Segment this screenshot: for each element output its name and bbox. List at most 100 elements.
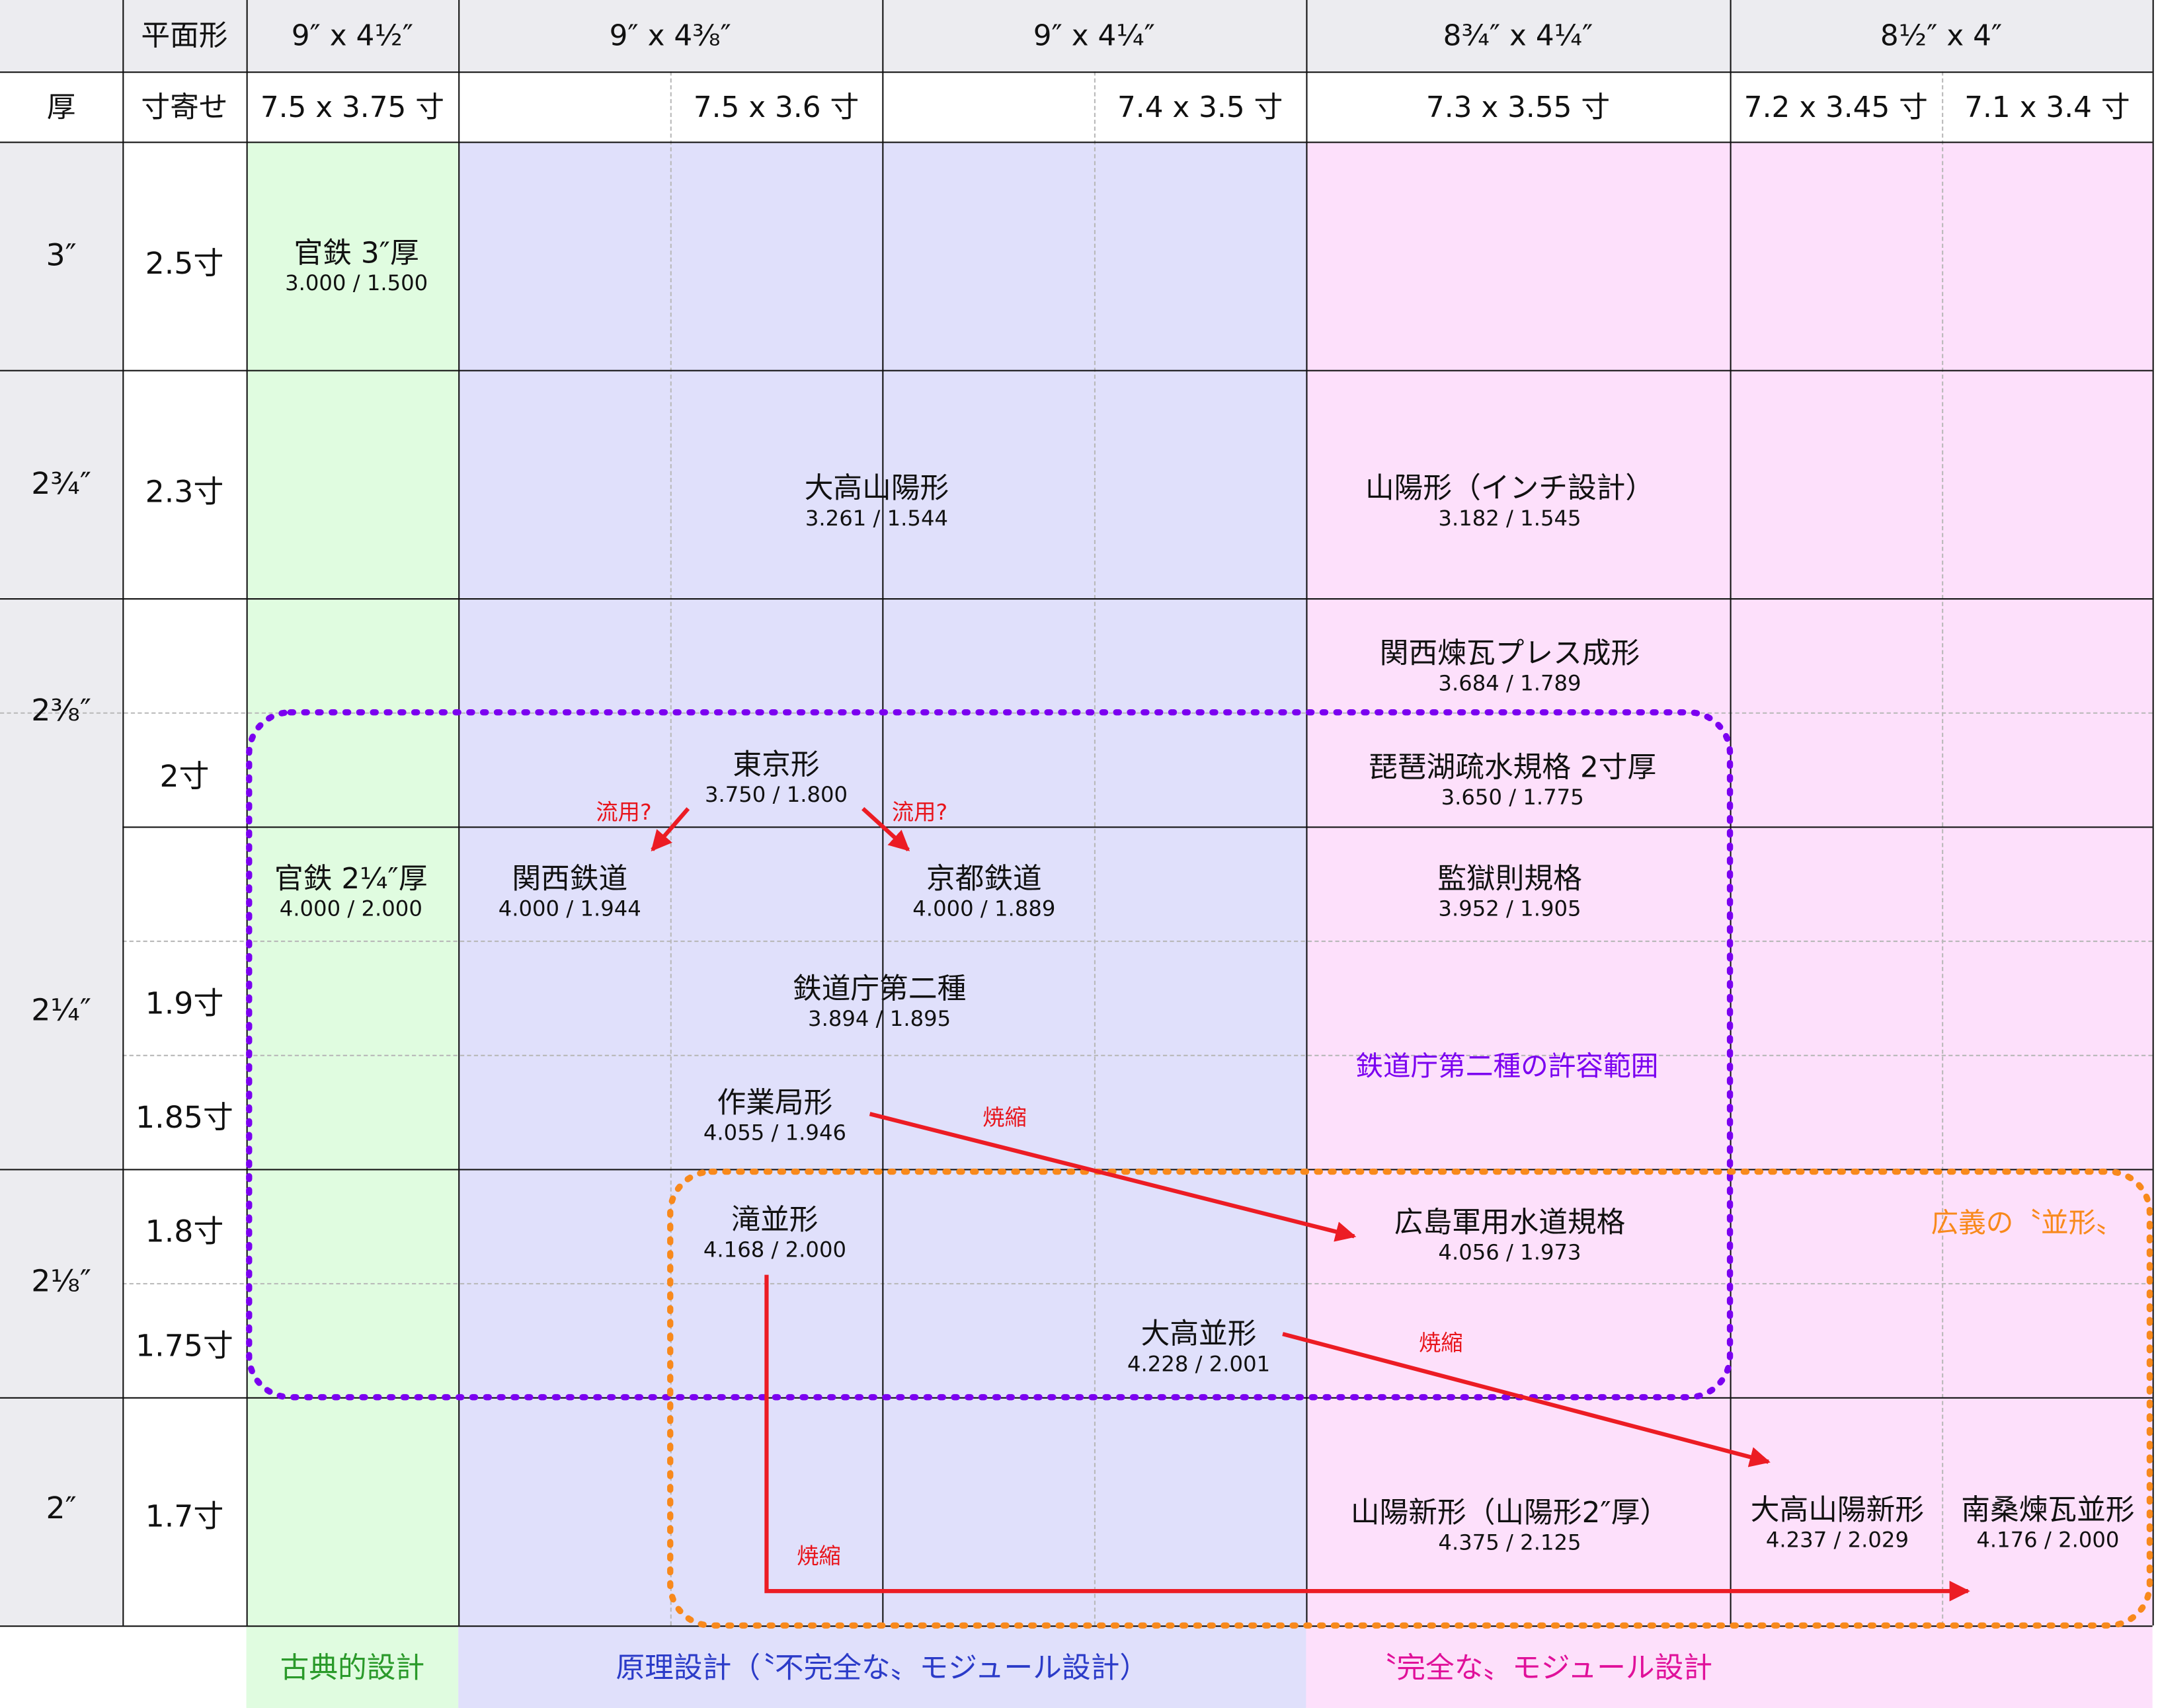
row-inch-label: 3″ (46, 239, 77, 274)
row-sun-label: 1.9寸 (145, 987, 224, 1022)
brick-entry: 滝並形 4.168 / 2.000 (703, 1203, 846, 1264)
brick-values: 4.056 / 1.973 (1438, 1240, 1581, 1266)
brick-values: 4.228 / 2.001 (1127, 1352, 1271, 1377)
brick-values: 3.684 / 1.789 (1438, 671, 1581, 696)
brick-name: 官鉄 2¼″厚 (274, 862, 428, 896)
brick-values: 4.375 / 2.125 (1438, 1530, 1581, 1556)
sun-size-header: 7.3 x 3.55 寸 (1425, 91, 1611, 124)
tetsudocho-range-box (246, 709, 1734, 1401)
sun-header: 寸寄せ (141, 91, 228, 124)
dashed-divider (122, 1283, 2153, 1285)
brick-name: 広島軍用水道規格 (1394, 1206, 1626, 1239)
plan-size-header: 8¾″ x 4¼″ (1443, 19, 1593, 53)
footer-complete-design: 〝完全な〟モジュール設計 (1367, 1651, 1713, 1685)
header-row-plan-bg (0, 0, 2153, 72)
arrow-tokyo-to-kyoto (861, 807, 910, 852)
arrow-taki-to-nanso (764, 1274, 1970, 1602)
brick-entry: 関西鉄道 4.000 / 1.944 (499, 862, 641, 923)
plan-size-header: 8½″ x 4″ (1880, 19, 2003, 53)
brick-values: 4.055 / 1.946 (703, 1120, 847, 1146)
sun-size-header: 7.2 x 3.45 寸 (1743, 91, 1928, 124)
row-sun-label: 2.3寸 (145, 475, 224, 510)
brick-entry: 京都鉄道 4.000 / 1.889 (912, 862, 1055, 923)
grid-line (0, 369, 2153, 371)
brick-entry: 山陽新形（山陽形2″厚） 4.375 / 2.125 (1351, 1496, 1669, 1557)
row-sun-label: 1.8寸 (145, 1216, 224, 1251)
brick-name: 作業局形 (717, 1086, 833, 1120)
row-inch-label: 2″ (46, 1492, 77, 1527)
row-sun-label: 1.75寸 (136, 1329, 233, 1364)
sun-size-header: 7.4 x 3.5 寸 (1117, 91, 1283, 124)
dashed-divider (1094, 71, 1096, 1626)
brick-entry: 作業局形 4.055 / 1.946 (703, 1087, 846, 1147)
classic-band (246, 143, 459, 1708)
grid-line (0, 71, 2153, 73)
brick-values: 3.182 / 1.545 (1438, 506, 1581, 531)
row-inch-label: 2⅛″ (31, 1265, 91, 1300)
dashed-divider (122, 941, 2153, 943)
brick-entry: 鉄道庁第二種 3.894 / 1.895 (793, 972, 966, 1033)
brick-name: 東京形 (733, 748, 820, 781)
grid-line (122, 826, 2153, 828)
brick-name: 山陽形（インチ設計） (1365, 471, 1655, 505)
plan-size-header: 9″ x 4⅜″ (609, 19, 731, 53)
brick-values: 4.000 / 1.944 (498, 896, 641, 921)
arrow-tokyo-to-kansai (651, 807, 690, 852)
plan-size-header: 9″ x 4¼″ (1033, 19, 1156, 53)
brick-name: 鉄道庁第二種 (793, 972, 967, 1005)
grid-line (1306, 0, 1308, 1626)
row-inch-label: 2⅜″ (31, 694, 91, 729)
brick-values: 4.237 / 2.029 (1765, 1528, 1909, 1553)
brick-name: 京都鉄道 (926, 862, 1042, 896)
grid-line (0, 598, 2153, 600)
brick-values: 4.168 / 2.000 (703, 1237, 847, 1262)
brick-entry: 東京形 3.750 / 1.800 (705, 748, 848, 809)
brick-name: 滝並形 (731, 1203, 819, 1237)
brick-name: 監獄則規格 (1437, 862, 1582, 896)
brick-values: 3.650 / 1.775 (1441, 785, 1584, 810)
brick-entry: 関西煉瓦プレス成形 3.684 / 1.789 (1380, 637, 1640, 697)
brick-entry: 広島軍用水道規格 4.056 / 1.973 (1394, 1206, 1626, 1267)
plan-size-header: 9″ x 4½″ (291, 19, 414, 53)
namigata-range-label: 広義の〝並形〟 (1931, 1206, 2124, 1239)
brick-values: 3.894 / 1.895 (808, 1006, 951, 1032)
row-label-column-bg (0, 143, 123, 1626)
brick-entry: 官鉄 3″厚 3.000 / 1.500 (285, 237, 428, 297)
row-inch-label: 2¾″ (31, 467, 91, 502)
brick-values: 3.952 / 1.905 (1438, 896, 1581, 921)
brick-name: 大高山陽形 (804, 471, 949, 505)
row-sun-label: 2寸 (159, 760, 210, 795)
brick-entry: 大高並形 4.228 / 2.001 (1127, 1317, 1270, 1378)
dashed-divider (1942, 71, 1944, 1626)
grid-line (246, 0, 248, 1626)
brick-name: 大高並形 (1140, 1317, 1257, 1351)
grid-line (122, 0, 124, 1626)
grid-line (0, 141, 2153, 143)
brick-name: 山陽新形（山陽形2″厚） (1350, 1496, 1669, 1530)
footer-classic-design: 古典的設計 (280, 1651, 425, 1685)
brick-entry: 大高山陽新形 4.237 / 2.029 (1751, 1493, 1924, 1554)
annotation-shoshuku: 焼縮 (797, 1543, 841, 1569)
brick-entry: 大高山陽形 3.261 / 1.544 (805, 472, 949, 533)
annotation-shoshuku: 焼縮 (982, 1104, 1027, 1131)
sun-size-header: 7.5 x 3.6 寸 (693, 91, 859, 124)
brick-name: 官鉄 3″厚 (294, 236, 419, 270)
plan-shape-header: 平面形 (141, 19, 228, 53)
row-sun-label: 2.5寸 (145, 247, 224, 282)
brick-name: 南桑煉瓦並形 (1961, 1493, 2135, 1527)
arrow-otaka-to-sanyo-new (1282, 1332, 1771, 1467)
brick-name: 琵琶湖疏水規格 2寸厚 (1369, 750, 1657, 784)
brick-name: 関西煉瓦プレス成形 (1379, 637, 1640, 670)
grid-line (1730, 0, 1732, 1626)
brick-values: 4.000 / 1.889 (912, 896, 1056, 921)
brick-values: 3.261 / 1.544 (805, 506, 949, 531)
annotation-shoshuku: 焼縮 (1419, 1329, 1463, 1356)
thickness-header: 厚 (46, 91, 76, 124)
row-inch-label: 2¼″ (31, 994, 91, 1029)
grid-line (2152, 0, 2154, 1626)
sun-size-header: 7.5 x 3.75 寸 (260, 91, 444, 124)
footer-principle-design: 原理設計（〝不完全な〟モジュール設計） (616, 1651, 1149, 1685)
arrow-sagyokyoku-to-hiroshima (869, 1112, 1357, 1242)
